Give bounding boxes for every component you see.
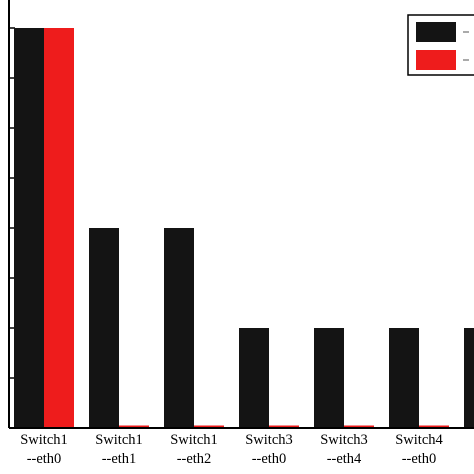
bar-series-1-3 [239,328,269,428]
x-tick-label: --eth0 [402,451,437,467]
bar-series-2-3 [269,425,299,428]
x-tick-label: --eth0 [252,451,287,467]
legend-swatch-series-1 [416,22,456,42]
x-tick-label: --eth1 [102,451,137,467]
bar-series-1-6 [464,328,474,428]
bar-series-2-1 [119,425,149,428]
legend-swatch-series-2 [416,50,456,70]
x-axis-tick-labels: Switch1 --eth0 Switch1 --eth1 Switch1 --eth2 S… [20,432,443,467]
bar-series-1-1 [89,228,119,428]
x-tick-label: Switch1 [170,432,218,448]
x-tick-label: --eth0 [27,451,62,467]
bar-series-1-0 [14,28,44,428]
x-tick-label: --eth2 [177,451,212,467]
bar-series-1-2 [164,228,194,428]
x-tick-label: Switch3 [245,432,293,448]
x-tick-label: Switch3 [320,432,368,448]
bar-series-2-0 [44,28,74,428]
x-tick-label: Switch1 [95,432,143,448]
x-tick-label: --eth4 [327,451,362,467]
x-tick-label: Switch1 [20,432,68,448]
bar-series-2-2 [194,425,224,428]
bar-series-1-4 [314,328,344,428]
bar-series-2-4 [344,425,374,428]
x-tick-label: Switch4 [395,432,443,448]
bar-series-2-5 [419,425,449,428]
bar-series-1-5 [389,328,419,428]
legend [407,14,474,76]
bars [14,28,474,428]
